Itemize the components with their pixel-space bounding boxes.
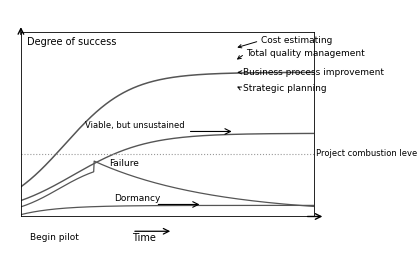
Text: Strategic planning: Strategic planning	[243, 84, 327, 93]
Text: Degree of success: Degree of success	[27, 37, 116, 47]
Text: Business process improvement: Business process improvement	[243, 68, 384, 77]
Text: Viable, but unsustained: Viable, but unsustained	[85, 121, 185, 130]
Text: Project combustion level: Project combustion level	[316, 149, 418, 158]
Text: Cost estimating: Cost estimating	[261, 36, 332, 45]
Text: Total quality management: Total quality management	[246, 49, 365, 58]
Text: Time: Time	[132, 233, 156, 243]
Text: Dormancy: Dormancy	[115, 194, 161, 203]
Text: Failure: Failure	[109, 159, 138, 168]
Text: Begin pilot: Begin pilot	[30, 233, 79, 242]
